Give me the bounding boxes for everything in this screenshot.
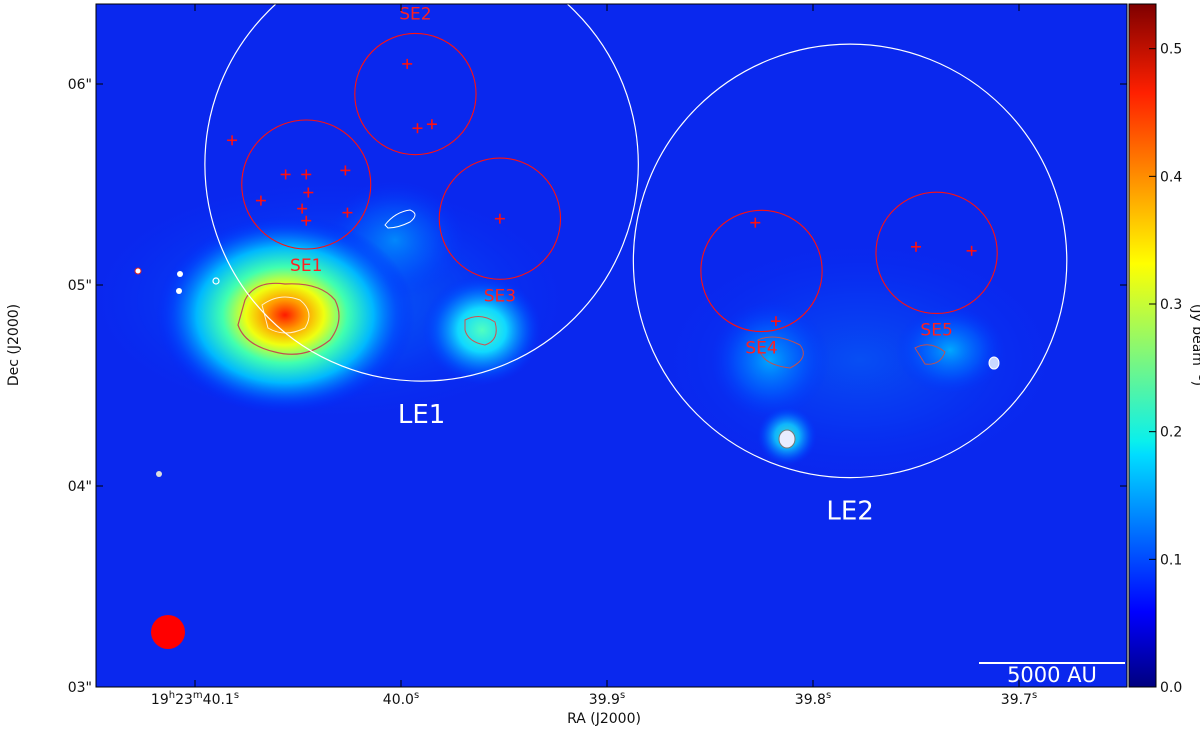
colorbar (1128, 3, 1157, 688)
compact-source (177, 271, 183, 277)
compact-source (778, 429, 796, 449)
source-markers (227, 58, 977, 327)
source-plus-marker (301, 215, 312, 226)
contour-SE4 (757, 336, 804, 369)
y-tick-label: 06" (68, 77, 92, 93)
emission-map (96, 180, 1060, 480)
contour-SE1 (237, 282, 340, 355)
small-region-label-SE3: SE3 (484, 286, 516, 306)
source-plus-marker (301, 169, 312, 180)
x-tick-label: 40.0s (383, 690, 419, 708)
contour-SE5 (914, 344, 946, 365)
emission-SE1 (155, 215, 415, 415)
source-plus-marker (911, 241, 921, 252)
source-plus-marker (280, 169, 291, 180)
colorbar-tick-label: 0.2 (1160, 425, 1182, 441)
small-region-label-SE1: SE1 (290, 256, 322, 276)
small-region-label-SE2: SE2 (399, 4, 431, 24)
colorbar-tick-label: 0.5 (1160, 42, 1182, 58)
large-region-circle-LE2 (632, 43, 1068, 479)
y-axis-label: Dec (J2000) (6, 304, 22, 386)
small-region-label-SE5: SE5 (920, 320, 952, 340)
x-tick-label: 39.7s (1001, 690, 1037, 708)
plot-frame (95, 3, 1128, 688)
source-plus-marker (297, 203, 308, 214)
x-axis-label: RA (J2000) (567, 711, 641, 727)
compact-source (212, 277, 220, 285)
small-region-circle-SE5 (875, 191, 998, 315)
large-region-label-LE1: LE1 (398, 400, 445, 430)
small-region-label-SE4: SE4 (745, 339, 777, 359)
colorbar-tick-label: 0.0 (1160, 680, 1182, 696)
colorbar-tick-label: 0.1 (1160, 552, 1182, 568)
colorbar-label: (Jy beam−1) (1189, 304, 1200, 386)
contour-SE3 (464, 316, 497, 346)
large-region-label-LE2: LE2 (826, 497, 873, 527)
y-tick-label: 04" (68, 479, 92, 495)
source-plus-marker (750, 217, 761, 228)
x-axis: 19h23m40.1s 40.0s 39.9s 39.8s 39.7s (151, 4, 1037, 708)
contour-SE2 (384, 209, 416, 229)
small-region-circle-SE4 (700, 209, 823, 333)
compact-source (156, 471, 162, 477)
emission-SE3 (422, 275, 542, 385)
source-plus-marker (966, 245, 977, 256)
region-overlays: LE1 LE2 SE1 SE2 SE3 SE4 SE5 (204, 4, 1068, 527)
source-plus-marker (426, 119, 437, 130)
scalebar-label: 5000 AU (1007, 663, 1097, 687)
small-region-circle-SE1 (241, 119, 372, 250)
x-tick-label: 19h23m40.1s (151, 690, 239, 708)
source-plus-marker (494, 213, 505, 224)
small-region-circle-SE2 (354, 32, 477, 156)
emission-SE5 (895, 305, 1005, 395)
source-plus-marker (255, 195, 266, 206)
emission-SE4 (710, 300, 830, 420)
y-axis: 03"04"05"06"14°31'07" (68, 77, 1127, 696)
source-plus-marker (227, 135, 238, 146)
source-plus-marker (402, 58, 413, 69)
colorbar-tick-label: 0.4 (1160, 169, 1182, 185)
compact-source (176, 288, 182, 294)
source-plus-marker (412, 123, 423, 134)
contour-SE1 (261, 296, 310, 334)
source-plus-marker (770, 316, 781, 327)
colorbar-tick-label: 0.3 (1160, 297, 1182, 313)
source-plus-marker (340, 165, 351, 176)
x-tick-label: 39.8s (795, 690, 831, 708)
large-region-circle-LE1 (204, 4, 639, 382)
source-plus-marker (303, 187, 314, 198)
colorbar-ticks: 0.0 0.1 0.2 0.3 0.4 0.5 (1149, 42, 1182, 696)
x-tick-label: 39.9s (589, 690, 625, 708)
source-plus-marker (342, 207, 353, 218)
y-tick-label: 03" (68, 680, 92, 696)
compact-source (988, 356, 1000, 370)
y-tick-label: 05" (68, 278, 92, 294)
compact-source (134, 267, 142, 275)
beam-ellipse (151, 615, 185, 649)
diffuse-emission-LE2 (660, 240, 1060, 480)
small-region-circle-SE3 (438, 157, 562, 280)
